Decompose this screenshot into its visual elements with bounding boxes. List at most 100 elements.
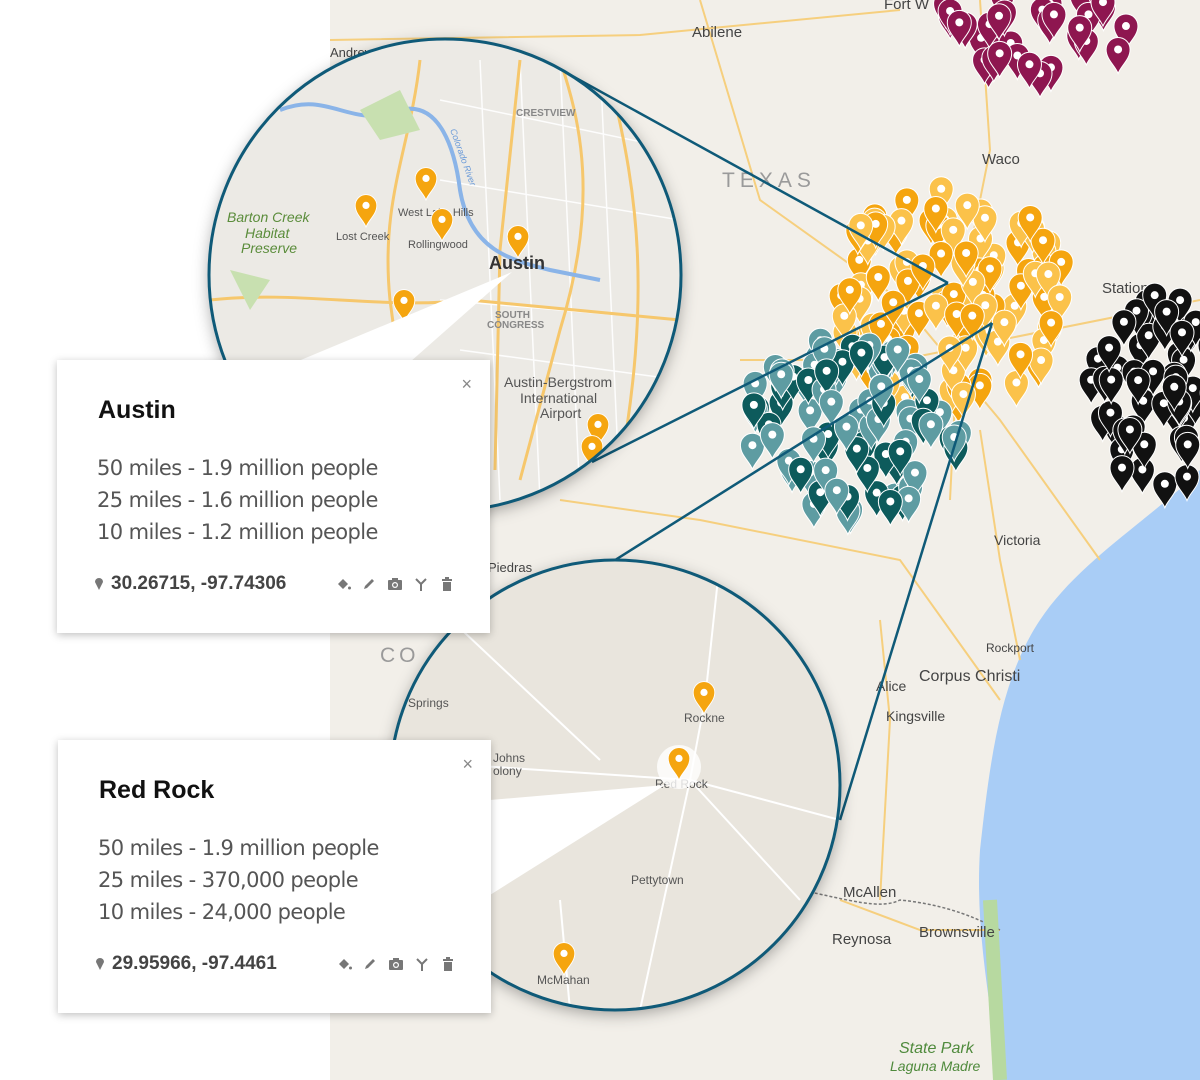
map-marker[interactable] xyxy=(887,438,913,476)
map-marker[interactable] xyxy=(950,381,976,419)
map-marker[interactable] xyxy=(1152,471,1178,509)
map-marker[interactable] xyxy=(888,208,914,246)
map-marker[interactable] xyxy=(864,480,890,518)
map-marker[interactable] xyxy=(795,367,821,405)
map-marker[interactable] xyxy=(1180,375,1200,413)
map-marker[interactable] xyxy=(1113,13,1139,51)
map-marker[interactable] xyxy=(392,289,416,323)
map-marker[interactable] xyxy=(848,340,874,378)
map-marker[interactable] xyxy=(944,301,970,339)
map-marker[interactable] xyxy=(1117,416,1143,454)
map-marker[interactable] xyxy=(985,329,1011,367)
map-marker[interactable] xyxy=(987,40,1013,78)
paint-bucket-icon[interactable] xyxy=(336,956,352,972)
trash-icon[interactable] xyxy=(440,956,456,972)
map-marker[interactable] xyxy=(991,309,1017,347)
map-marker[interactable] xyxy=(1047,284,1073,322)
map-marker[interactable] xyxy=(813,457,839,495)
map-marker[interactable] xyxy=(863,211,889,249)
map-marker[interactable] xyxy=(902,460,928,498)
map-marker[interactable] xyxy=(1098,367,1124,405)
map-marker[interactable] xyxy=(815,421,841,459)
map-marker[interactable] xyxy=(788,456,814,494)
map-marker[interactable] xyxy=(1136,322,1162,360)
map-marker[interactable] xyxy=(895,268,921,306)
map-marker[interactable] xyxy=(818,389,844,427)
map-marker[interactable] xyxy=(1028,347,1054,385)
map-marker[interactable] xyxy=(1151,390,1177,428)
map-marker[interactable] xyxy=(1048,249,1074,287)
map-marker[interactable] xyxy=(914,387,940,425)
map-marker[interactable] xyxy=(885,336,911,374)
map-marker[interactable] xyxy=(972,292,998,330)
map-marker[interactable] xyxy=(1016,51,1042,89)
map-marker[interactable] xyxy=(506,225,530,259)
map-marker[interactable] xyxy=(1123,298,1149,336)
map-marker[interactable] xyxy=(1030,227,1056,265)
map-marker[interactable] xyxy=(1075,1,1101,39)
map-marker[interactable] xyxy=(954,192,980,230)
map-marker[interactable] xyxy=(918,411,944,449)
map-marker[interactable] xyxy=(768,361,794,399)
map-marker[interactable] xyxy=(868,311,894,349)
map-marker[interactable] xyxy=(896,485,922,523)
map-marker[interactable] xyxy=(1041,1,1067,39)
map-marker[interactable] xyxy=(1017,204,1043,242)
map-marker[interactable] xyxy=(833,414,859,452)
map-marker[interactable] xyxy=(960,269,986,307)
map-marker[interactable] xyxy=(854,455,880,493)
paint-bucket-icon[interactable] xyxy=(335,576,351,592)
map-marker[interactable] xyxy=(1008,341,1034,379)
map-marker[interactable] xyxy=(552,942,576,976)
map-marker[interactable] xyxy=(928,241,954,279)
map-marker[interactable] xyxy=(1003,370,1029,408)
trash-icon[interactable] xyxy=(439,576,455,592)
map-marker[interactable] xyxy=(831,303,857,341)
map-marker[interactable] xyxy=(580,435,604,469)
map-marker[interactable] xyxy=(1167,287,1193,325)
map-marker[interactable] xyxy=(1105,36,1131,74)
map-marker[interactable] xyxy=(1154,299,1180,337)
redrock-zoom-circle[interactable]: Rockne Red Rock n Springs Johns olony Pe… xyxy=(388,558,842,1012)
map-marker[interactable] xyxy=(586,413,610,447)
map-marker[interactable] xyxy=(906,300,932,338)
map-marker[interactable] xyxy=(1131,431,1157,469)
map-marker[interactable] xyxy=(814,358,840,396)
camera-icon[interactable] xyxy=(387,576,403,592)
map-marker[interactable] xyxy=(1125,367,1151,405)
map-marker[interactable] xyxy=(880,289,906,327)
map-marker[interactable] xyxy=(953,240,979,278)
map-marker[interactable] xyxy=(1169,319,1195,357)
map-marker[interactable] xyxy=(941,281,967,319)
map-marker[interactable] xyxy=(692,681,716,715)
map-marker[interactable] xyxy=(1161,374,1187,412)
map-marker[interactable] xyxy=(1067,15,1093,53)
map-marker[interactable] xyxy=(977,256,1003,294)
map-marker[interactable] xyxy=(837,277,863,315)
map-marker[interactable] xyxy=(923,195,949,233)
map-marker[interactable] xyxy=(846,247,872,285)
map-marker[interactable] xyxy=(807,479,833,517)
pencil-icon[interactable] xyxy=(362,956,378,972)
directions-icon[interactable] xyxy=(414,956,430,972)
map-marker[interactable] xyxy=(868,373,894,411)
close-icon[interactable]: × xyxy=(462,754,473,774)
map-marker[interactable] xyxy=(940,217,966,255)
directions-icon[interactable] xyxy=(413,576,429,592)
pencil-icon[interactable] xyxy=(361,576,377,592)
map-marker[interactable] xyxy=(953,335,979,373)
map-marker[interactable] xyxy=(1175,431,1200,469)
map-marker[interactable] xyxy=(1008,273,1034,311)
map-marker[interactable] xyxy=(1142,282,1168,320)
map-marker[interactable] xyxy=(844,436,870,474)
map-marker[interactable] xyxy=(1038,310,1064,348)
map-marker[interactable] xyxy=(894,187,920,225)
map-marker[interactable] xyxy=(1090,0,1116,27)
map-marker[interactable] xyxy=(797,397,823,435)
map-marker[interactable] xyxy=(986,3,1012,41)
map-marker[interactable] xyxy=(741,392,767,430)
map-marker[interactable] xyxy=(967,372,993,410)
map-marker[interactable] xyxy=(946,9,972,47)
map-marker[interactable] xyxy=(877,488,903,526)
map-marker[interactable] xyxy=(865,264,891,302)
